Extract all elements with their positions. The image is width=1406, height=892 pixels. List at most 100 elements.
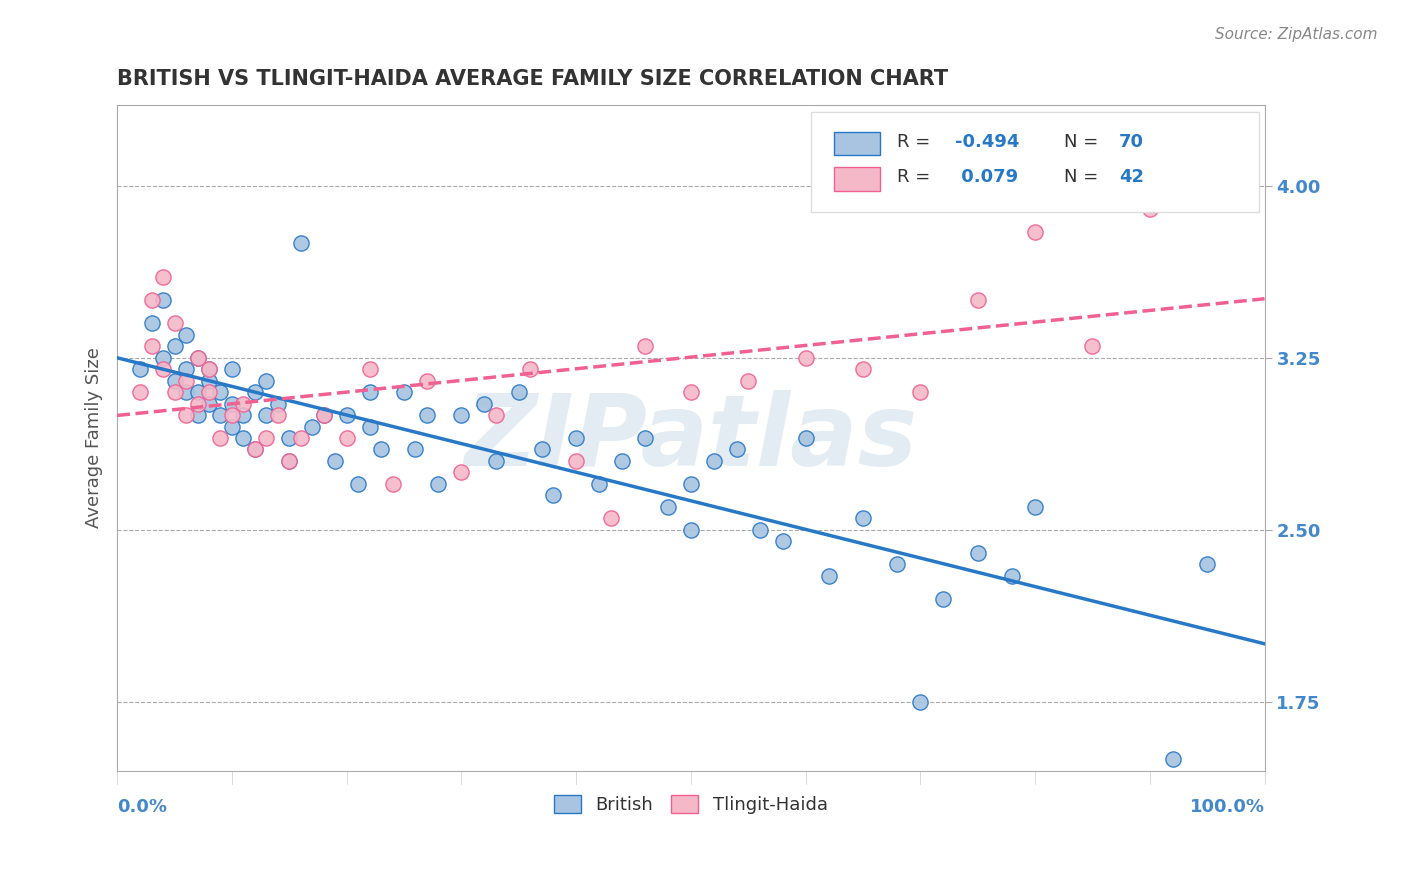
Point <box>174 362 197 376</box>
Point <box>163 374 186 388</box>
Point <box>186 408 208 422</box>
Point <box>748 523 770 537</box>
Legend: British, Tlingit-Haida: British, Tlingit-Haida <box>547 788 835 822</box>
Point <box>485 408 508 422</box>
Point <box>1197 178 1219 193</box>
Point <box>254 408 277 422</box>
Point <box>392 385 415 400</box>
Point <box>588 476 610 491</box>
Point <box>794 351 817 365</box>
Point <box>347 476 370 491</box>
Point <box>267 396 290 410</box>
Point <box>530 442 553 457</box>
Point <box>519 362 541 376</box>
Point <box>278 431 301 445</box>
Point <box>657 500 679 514</box>
Point <box>152 270 174 285</box>
Point <box>427 476 450 491</box>
Point <box>1001 568 1024 582</box>
Y-axis label: Average Family Size: Average Family Size <box>86 348 103 528</box>
Point <box>254 374 277 388</box>
Point <box>186 385 208 400</box>
Text: -0.494: -0.494 <box>955 133 1019 151</box>
Point <box>221 419 243 434</box>
Point <box>278 454 301 468</box>
Point <box>416 374 439 388</box>
Text: R =: R = <box>897 169 936 186</box>
Point <box>209 408 232 422</box>
Point <box>599 511 621 525</box>
Point <box>198 362 221 376</box>
Point <box>221 362 243 376</box>
Point <box>370 442 392 457</box>
Point <box>141 339 163 353</box>
Point <box>817 568 839 582</box>
Point <box>852 362 875 376</box>
Point <box>966 293 988 308</box>
Point <box>886 558 908 572</box>
Point <box>290 431 312 445</box>
Point <box>610 454 633 468</box>
Text: BRITISH VS TLINGIT-HAIDA AVERAGE FAMILY SIZE CORRELATION CHART: BRITISH VS TLINGIT-HAIDA AVERAGE FAMILY … <box>117 69 948 88</box>
Point <box>290 235 312 250</box>
Text: N =: N = <box>1064 133 1104 151</box>
Point <box>966 546 988 560</box>
Point <box>209 385 232 400</box>
FancyBboxPatch shape <box>834 167 880 191</box>
Point <box>174 374 197 388</box>
Point <box>278 454 301 468</box>
Point <box>198 374 221 388</box>
Point <box>703 454 725 468</box>
Point <box>152 293 174 308</box>
Point <box>336 431 359 445</box>
Point <box>1024 500 1046 514</box>
Point <box>405 442 427 457</box>
FancyBboxPatch shape <box>834 132 880 155</box>
Point <box>209 431 232 445</box>
Text: 0.079: 0.079 <box>955 169 1018 186</box>
Point <box>1197 558 1219 572</box>
Point <box>634 339 657 353</box>
Point <box>359 362 381 376</box>
Point <box>174 327 197 342</box>
Point <box>541 488 564 502</box>
Point <box>1081 339 1104 353</box>
Point <box>174 408 197 422</box>
Point <box>794 431 817 445</box>
Point <box>163 339 186 353</box>
Point <box>910 695 932 709</box>
Text: ZIPatlas: ZIPatlas <box>464 390 918 486</box>
Point <box>910 385 932 400</box>
Point <box>485 454 508 468</box>
Point <box>565 454 588 468</box>
Point <box>254 431 277 445</box>
Point <box>1139 202 1161 216</box>
Point <box>232 396 254 410</box>
Point <box>679 523 702 537</box>
Point <box>174 385 197 400</box>
Point <box>232 431 254 445</box>
Point <box>508 385 530 400</box>
Point <box>450 466 472 480</box>
Point <box>163 316 186 330</box>
Point <box>416 408 439 422</box>
Point <box>129 362 152 376</box>
Point <box>198 385 221 400</box>
Point <box>634 431 657 445</box>
Text: 0.0%: 0.0% <box>117 798 167 816</box>
Text: R =: R = <box>897 133 936 151</box>
Point <box>381 476 404 491</box>
Text: Source: ZipAtlas.com: Source: ZipAtlas.com <box>1215 27 1378 42</box>
Point <box>312 408 335 422</box>
FancyBboxPatch shape <box>811 112 1258 211</box>
Point <box>1161 752 1184 766</box>
Point <box>301 419 323 434</box>
Point <box>679 476 702 491</box>
Point <box>186 396 208 410</box>
Point <box>232 408 254 422</box>
Point <box>772 534 794 549</box>
Point <box>359 419 381 434</box>
Point <box>141 293 163 308</box>
Point <box>852 511 875 525</box>
Point <box>243 442 266 457</box>
